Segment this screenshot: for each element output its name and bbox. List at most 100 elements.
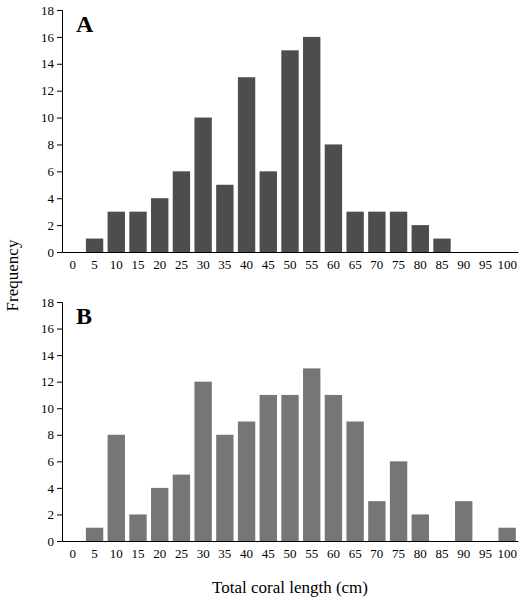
bar (86, 528, 103, 541)
panel-label: A (76, 11, 94, 37)
tick-label: 60 (327, 546, 340, 561)
y-tick: 2 (48, 507, 63, 522)
y-tick: 6 (48, 164, 63, 179)
x-axis: 0510152025303540455055606570758085909510… (63, 541, 519, 561)
bar (64, 541, 81, 542)
y-tick: 12 (41, 374, 62, 389)
bar (129, 212, 146, 252)
tick-mark (57, 488, 62, 489)
x-tick: 0 (70, 541, 77, 561)
y-tick: 10 (41, 401, 62, 416)
tick-label: 0 (70, 546, 77, 561)
tick-label: 2 (48, 507, 55, 522)
y-tick: 18 (41, 3, 62, 18)
y-tick: 2 (48, 218, 63, 233)
bar (498, 528, 515, 541)
tick-label: 50 (284, 257, 297, 272)
bar (412, 225, 429, 252)
tick-mark (57, 252, 62, 253)
x-tick: 50 (284, 541, 297, 561)
bar (281, 395, 298, 541)
tick-label: 8 (48, 137, 55, 152)
tick-label: 2 (48, 218, 55, 233)
tick-mark (57, 355, 62, 356)
tick-label: 100 (497, 257, 516, 272)
bar (173, 475, 190, 541)
x-tick: 40 (240, 252, 253, 272)
y-axis: 024681012141618 (41, 295, 63, 549)
bar (346, 422, 363, 542)
tick-mark (57, 144, 62, 145)
tick-label: 5 (91, 546, 98, 561)
bar (433, 541, 450, 542)
tick-label: 20 (153, 546, 166, 561)
tick-label: 6 (48, 164, 55, 179)
x-tick: 15 (132, 541, 145, 561)
x-tick: 65 (349, 252, 362, 272)
y-tick: 18 (41, 295, 62, 310)
bar (346, 212, 363, 252)
x-tick: 100 (497, 541, 516, 561)
tick-label: 65 (349, 546, 362, 561)
x-tick: 10 (110, 252, 123, 272)
x-tick: 5 (91, 541, 98, 561)
tick-mark (57, 541, 62, 542)
tick-label: 10 (41, 110, 54, 125)
bar (216, 435, 233, 541)
tick-mark (57, 91, 62, 92)
bar (325, 395, 342, 541)
bar (455, 252, 472, 253)
tick-label: 85 (436, 546, 449, 561)
tick-mark (57, 435, 62, 436)
axis-line (63, 541, 519, 542)
bar (194, 118, 211, 252)
bar (281, 50, 298, 252)
x-tick: 5 (91, 252, 98, 272)
tick-label: 5 (91, 257, 98, 272)
axis-line (63, 252, 519, 253)
x-tick: 30 (197, 541, 210, 561)
y-tick: 4 (48, 481, 63, 496)
y-tick: 10 (41, 110, 62, 125)
x-tick: 45 (262, 252, 275, 272)
x-tick: 30 (197, 252, 210, 272)
tick-label: 10 (110, 257, 123, 272)
panel-label: B (76, 303, 92, 329)
x-tick: 20 (153, 252, 166, 272)
x-tick: 60 (327, 252, 340, 272)
tick-label: 50 (284, 546, 297, 561)
tick-label: 90 (457, 257, 470, 272)
tick-label: 16 (41, 321, 55, 336)
x-tick: 70 (370, 541, 383, 561)
y-tick: 6 (48, 454, 63, 469)
bar (151, 488, 168, 541)
tick-label: 14 (41, 56, 55, 71)
bar (108, 435, 125, 541)
tick-label: 10 (41, 401, 54, 416)
tick-label: 12 (41, 83, 54, 98)
tick-label: 8 (48, 427, 55, 442)
x-tick: 85 (436, 252, 449, 272)
y-tick: 0 (48, 534, 63, 549)
bar (433, 239, 450, 252)
tick-label: 30 (197, 257, 210, 272)
x-tick: 75 (392, 541, 405, 561)
x-tick: 35 (218, 252, 231, 272)
tick-label: 4 (48, 481, 55, 496)
tick-label: 0 (70, 257, 77, 272)
tick-label: 25 (175, 546, 188, 561)
tick-label: 60 (327, 257, 340, 272)
tick-label: 30 (197, 546, 210, 561)
tick-mark (57, 382, 62, 383)
tick-mark (57, 329, 62, 330)
x-tick: 95 (479, 541, 492, 561)
bar (477, 541, 494, 542)
tick-label: 20 (153, 257, 166, 272)
bar (64, 252, 81, 253)
bar (260, 171, 277, 252)
bar (238, 77, 255, 252)
bar (368, 501, 385, 541)
tick-label: 25 (175, 257, 188, 272)
x-tick: 40 (240, 541, 253, 561)
bar (412, 514, 429, 541)
